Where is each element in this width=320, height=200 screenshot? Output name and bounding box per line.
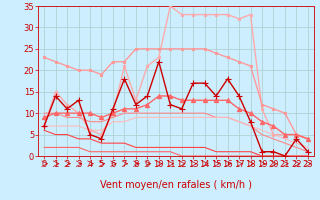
X-axis label: Vent moyen/en rafales ( km/h ): Vent moyen/en rafales ( km/h ) <box>100 180 252 190</box>
